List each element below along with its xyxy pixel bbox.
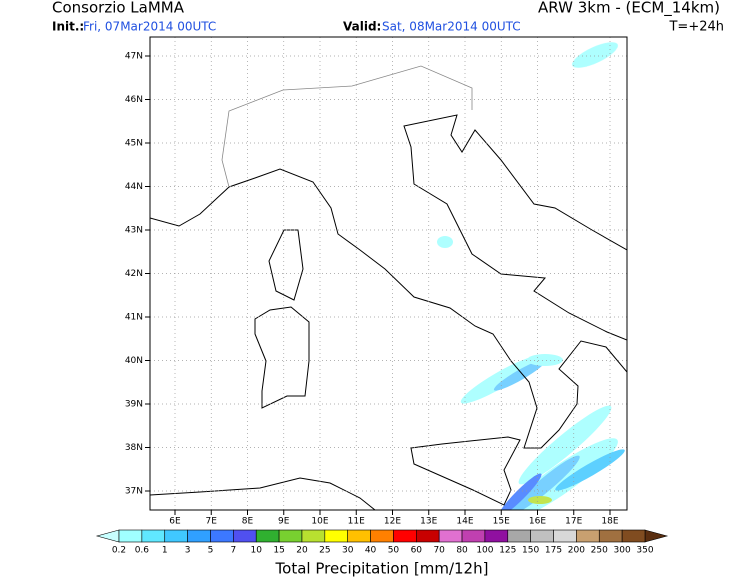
- lon-label: 9E: [278, 517, 290, 527]
- colorbar-box: [621, 529, 646, 543]
- colorbar-box: [301, 529, 326, 543]
- lon-label: 17E: [565, 517, 582, 527]
- colorbar-box: [461, 529, 486, 543]
- header-right-title: ARW 3km - (ECM_14km): [538, 0, 720, 18]
- colorbar-box: [553, 529, 577, 543]
- colorbar-box: [370, 529, 394, 543]
- lat-label: 46N: [125, 95, 143, 105]
- corsica: [268, 229, 304, 301]
- init-value: Fri, 07Mar2014 00UTC: [83, 20, 216, 34]
- valid-label: Valid:: [343, 20, 381, 34]
- lon-label: 14E: [456, 517, 473, 527]
- colorbar-box: [164, 529, 188, 543]
- lat-label: 44N: [125, 182, 143, 192]
- colorbar-label: 0.6: [135, 546, 150, 556]
- colorbar-label: 10: [250, 546, 262, 556]
- lat-label: 41N: [125, 313, 143, 323]
- colorbar-box: [187, 529, 211, 543]
- lon-label: 15E: [493, 517, 510, 527]
- header-left-title: Consorzio LaMMA: [52, 0, 185, 17]
- forecast-time: T=+24h: [668, 20, 724, 35]
- map-frame: [149, 36, 628, 511]
- colorbar-box: [141, 529, 166, 543]
- colorbar-label: 25: [319, 546, 330, 556]
- lat-label: 38N: [125, 443, 143, 453]
- lat-label: 42N: [125, 269, 143, 279]
- colorbar-label: 1: [162, 546, 168, 556]
- colorbar-box: [233, 529, 257, 543]
- colorbar-label: 15: [273, 546, 284, 556]
- colorbar-box: [118, 529, 143, 543]
- lon-label: 11E: [348, 517, 365, 527]
- lon-label: 10E: [311, 517, 328, 527]
- map-area: [150, 37, 627, 510]
- colorbar-label: 80: [456, 546, 468, 556]
- colorbar-low-triangle: [95, 529, 120, 543]
- colorbar-box: [210, 529, 234, 543]
- colorbar-box: [530, 529, 554, 543]
- lon-label: 8E: [242, 517, 254, 527]
- colorbar-label: 250: [591, 546, 608, 556]
- colorbar-label: 200: [568, 546, 585, 556]
- colorbar-box: [438, 529, 463, 543]
- init-label: Init.:: [52, 20, 84, 34]
- colorbar-label: 40: [365, 546, 377, 556]
- africa-coast: [150, 477, 376, 510]
- lon-label: 18E: [601, 517, 618, 527]
- valid-value: Sat, 08Mar2014 00UTC: [382, 20, 521, 34]
- lat-label: 45N: [125, 139, 143, 149]
- lat-label: 40N: [125, 356, 143, 366]
- colorbar-label: 60: [411, 546, 423, 556]
- colorbar-label: 100: [476, 546, 493, 556]
- lat-label: 37N: [125, 487, 143, 497]
- sicily: [410, 436, 521, 506]
- colorbar-label: 175: [545, 546, 562, 556]
- colorbar-label: 3: [185, 546, 191, 556]
- colorbar-label: 0.2: [112, 546, 126, 556]
- lat-label: 39N: [125, 400, 143, 410]
- lon-label: 16E: [529, 517, 546, 527]
- lat-label: 47N: [125, 52, 143, 62]
- colorbar-box: [278, 529, 303, 543]
- colorbar-high-triangle: [644, 529, 669, 543]
- lon-label: 6E: [169, 517, 181, 527]
- colorbar-label: 150: [522, 546, 539, 556]
- colorbar-label: 300: [614, 546, 631, 556]
- colorbar-label: 7: [230, 546, 236, 556]
- colorbar-box: [347, 529, 371, 543]
- lat-label: 43N: [125, 226, 143, 236]
- colorbar-box: [324, 529, 348, 543]
- sardinia: [254, 306, 310, 409]
- colorbar-box: [484, 529, 509, 543]
- colorbar-label: 125: [499, 546, 516, 556]
- colorbar-box: [598, 529, 623, 543]
- colorbar-title: Total Precipitation [mm/12h]: [275, 560, 489, 578]
- colorbar-label: 350: [636, 546, 653, 556]
- colorbar-box: [393, 529, 417, 543]
- colorbar-box: [507, 529, 531, 543]
- lon-label: 12E: [384, 517, 401, 527]
- colorbar-label: 30: [342, 546, 354, 556]
- colorbar-label: 50: [388, 546, 400, 556]
- colorbar-box: [576, 529, 600, 543]
- italy-coast: [150, 114, 627, 449]
- lon-label: 7E: [206, 517, 218, 527]
- alps-border: [221, 65, 473, 188]
- colorbar-label: 70: [433, 546, 445, 556]
- lon-label: 13E: [420, 517, 437, 527]
- colorbar-label: 5: [208, 546, 214, 556]
- colorbar-label: 20: [296, 546, 308, 556]
- colorbar-box: [255, 529, 280, 543]
- precipitation-field: [437, 42, 625, 510]
- colorbar-box: [416, 529, 440, 543]
